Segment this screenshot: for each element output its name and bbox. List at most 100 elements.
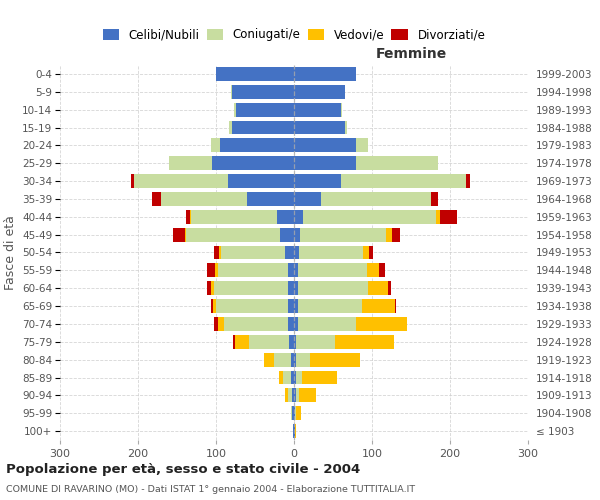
Bar [294, 388, 296, 402]
Bar [294, 281, 298, 295]
Bar [220, 138, 294, 152]
Bar [302, 370, 337, 384]
Bar [395, 299, 396, 313]
Bar [296, 370, 302, 384]
Bar [298, 299, 362, 313]
Bar [294, 120, 344, 134]
Bar [296, 352, 310, 366]
Bar [292, 406, 294, 420]
Bar [283, 370, 291, 384]
Bar [295, 406, 296, 420]
Bar [436, 210, 440, 224]
Bar [294, 102, 341, 117]
Bar [213, 299, 216, 313]
Bar [277, 210, 294, 224]
Bar [185, 228, 187, 241]
Bar [294, 317, 298, 331]
Bar [289, 335, 294, 349]
Bar [356, 156, 438, 170]
Bar [233, 335, 235, 349]
Bar [280, 228, 294, 241]
Bar [388, 281, 391, 295]
Bar [219, 246, 221, 260]
Bar [235, 335, 249, 349]
Text: Femmine: Femmine [376, 48, 446, 61]
Bar [294, 67, 356, 81]
Bar [211, 138, 220, 152]
Bar [211, 299, 213, 313]
Bar [190, 210, 191, 224]
Bar [344, 85, 346, 99]
Bar [341, 102, 343, 117]
Bar [169, 156, 212, 170]
Bar [294, 264, 298, 278]
Bar [356, 138, 368, 152]
Bar [152, 192, 161, 206]
Bar [235, 102, 294, 117]
Bar [295, 424, 296, 438]
Bar [392, 228, 400, 241]
Bar [362, 299, 395, 313]
Legend: Celibi/Nubili, Coniugati/e, Vedovi/e, Divorziati/e: Celibi/Nubili, Coniugati/e, Vedovi/e, Di… [100, 26, 488, 44]
Bar [296, 406, 301, 420]
Bar [187, 228, 280, 241]
Bar [216, 299, 288, 313]
Bar [294, 192, 322, 206]
Bar [294, 210, 304, 224]
Bar [232, 85, 294, 99]
Y-axis label: Fasce di età: Fasce di età [4, 215, 17, 290]
Bar [265, 352, 274, 366]
Bar [294, 299, 298, 313]
Bar [291, 406, 292, 420]
Bar [379, 264, 385, 278]
Bar [296, 388, 299, 402]
Bar [298, 264, 367, 278]
Bar [232, 120, 294, 134]
Bar [440, 210, 457, 224]
Bar [208, 281, 211, 295]
Bar [299, 246, 362, 260]
Bar [234, 102, 235, 117]
Bar [341, 174, 466, 188]
Bar [294, 335, 296, 349]
Bar [218, 317, 224, 331]
Bar [249, 335, 289, 349]
Bar [294, 370, 296, 384]
Bar [131, 174, 134, 188]
Bar [322, 192, 431, 206]
Bar [431, 192, 438, 206]
Bar [173, 228, 185, 241]
Bar [218, 264, 288, 278]
Bar [161, 192, 247, 206]
Bar [356, 317, 407, 331]
Bar [362, 246, 369, 260]
Bar [294, 424, 295, 438]
Bar [221, 246, 284, 260]
Bar [369, 246, 373, 260]
Bar [212, 156, 294, 170]
Bar [279, 370, 283, 384]
Bar [310, 352, 360, 366]
Bar [367, 264, 379, 278]
Bar [294, 85, 344, 99]
Bar [288, 317, 294, 331]
Bar [368, 281, 388, 295]
Bar [286, 388, 288, 402]
Bar [294, 228, 300, 241]
Bar [274, 352, 291, 366]
Bar [288, 299, 294, 313]
Bar [231, 85, 232, 99]
Bar [294, 246, 299, 260]
Bar [292, 388, 294, 402]
Bar [288, 281, 294, 295]
Bar [134, 174, 228, 188]
Bar [214, 281, 288, 295]
Bar [224, 317, 288, 331]
Bar [294, 352, 296, 366]
Bar [208, 264, 215, 278]
Text: Popolazione per età, sesso e stato civile - 2004: Popolazione per età, sesso e stato civil… [6, 462, 360, 475]
Bar [294, 406, 295, 420]
Bar [294, 156, 356, 170]
Bar [247, 192, 294, 206]
Bar [284, 246, 294, 260]
